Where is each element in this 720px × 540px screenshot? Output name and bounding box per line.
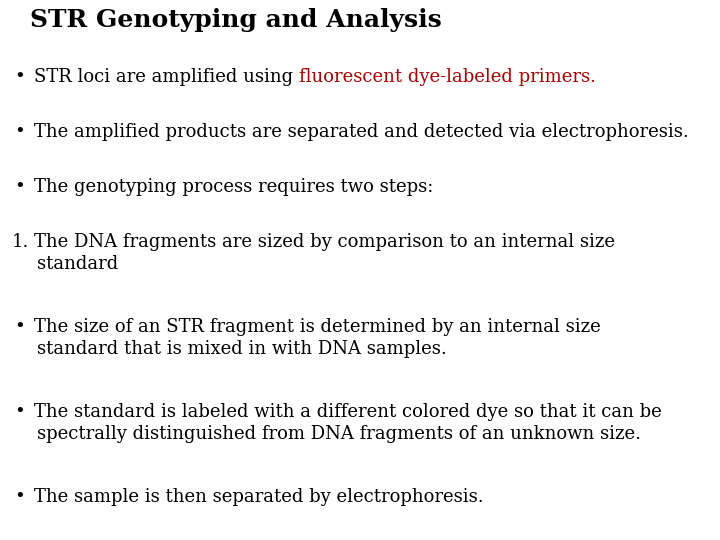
Text: •: •	[14, 68, 24, 86]
Text: •: •	[14, 488, 24, 506]
Text: spectrally distinguished from DNA fragments of an unknown size.: spectrally distinguished from DNA fragme…	[37, 425, 641, 443]
Text: •: •	[14, 123, 24, 141]
Text: standard that is mixed in with DNA samples.: standard that is mixed in with DNA sampl…	[37, 340, 446, 358]
Text: fluorescent dye-labeled primers.: fluorescent dye-labeled primers.	[299, 68, 596, 86]
Text: •: •	[14, 178, 24, 196]
Text: The size of an STR fragment is determined by an internal size: The size of an STR fragment is determine…	[34, 318, 600, 336]
Text: The sample is then separated by electrophoresis.: The sample is then separated by electrop…	[34, 488, 484, 506]
Text: STR Genotyping and Analysis: STR Genotyping and Analysis	[30, 8, 442, 32]
Text: standard: standard	[37, 255, 118, 273]
Text: 1.: 1.	[12, 233, 30, 251]
Text: •: •	[14, 403, 24, 421]
Text: The amplified products are separated and detected via electrophoresis.: The amplified products are separated and…	[34, 123, 689, 141]
Text: •: •	[14, 318, 24, 336]
Text: The DNA fragments are sized by comparison to an internal size: The DNA fragments are sized by compariso…	[34, 233, 615, 251]
Text: The standard is labeled with a different colored dye so that it can be: The standard is labeled with a different…	[34, 403, 662, 421]
Text: STR loci are amplified using: STR loci are amplified using	[34, 68, 299, 86]
Text: The genotyping process requires two steps:: The genotyping process requires two step…	[34, 178, 433, 196]
